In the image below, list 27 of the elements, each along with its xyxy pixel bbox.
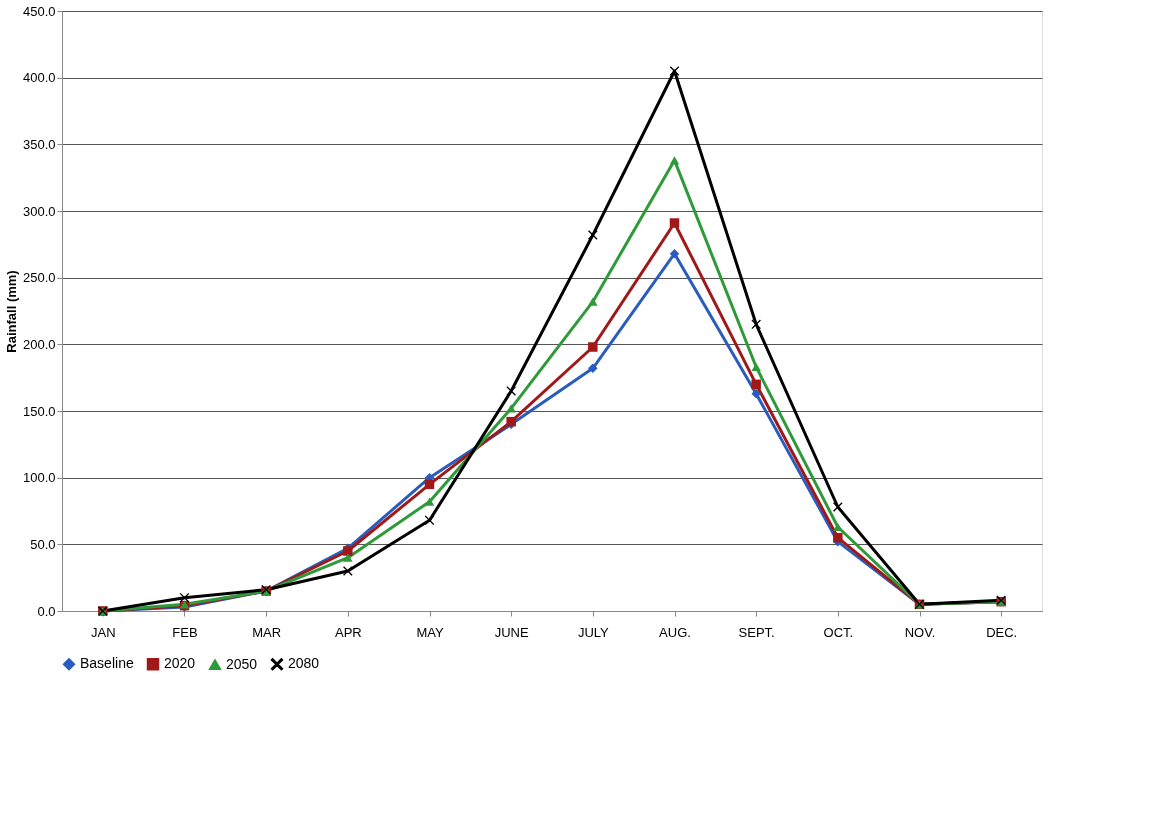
x-tick-label: OCT. <box>823 624 854 640</box>
x-tick-label: APR <box>334 624 362 640</box>
x-tick-label: NOV. <box>904 624 936 640</box>
x-tick-label: JAN <box>91 624 116 640</box>
legend-label: Baseline <box>80 655 134 672</box>
y-tick-label: 400.0 <box>22 70 56 86</box>
x-tick-label: JUNE <box>494 624 529 640</box>
y-tick-label: 200.0 <box>22 336 56 352</box>
legend-label: 2050 <box>226 655 258 672</box>
x-tick-label: FEB <box>172 624 198 640</box>
x-tick-label: SEPT. <box>738 624 775 640</box>
y-tick-label: 100.0 <box>22 470 56 486</box>
x-tick-label: MAR <box>252 624 282 640</box>
legend-label: 2020 <box>164 655 196 672</box>
y-tick-label: 450.0 <box>22 3 56 19</box>
y-tick-label: 350.0 <box>22 136 56 152</box>
y-tick-label: 250.0 <box>22 270 56 286</box>
y-axis-title: Rainfall (mm) <box>3 270 19 353</box>
x-tick-label: JULY <box>577 624 610 640</box>
legend-label: 2080 <box>288 655 320 672</box>
y-tick-label: 0.0 <box>37 603 56 619</box>
y-tick-label: 50.0 <box>30 536 56 552</box>
y-tick-label: 150.0 <box>22 403 56 419</box>
x-tick-label: DEC. <box>986 624 1018 640</box>
x-tick-label: MAY <box>416 624 444 640</box>
y-tick-label: 300.0 <box>22 203 56 219</box>
x-tick-label: AUG. <box>659 624 691 640</box>
